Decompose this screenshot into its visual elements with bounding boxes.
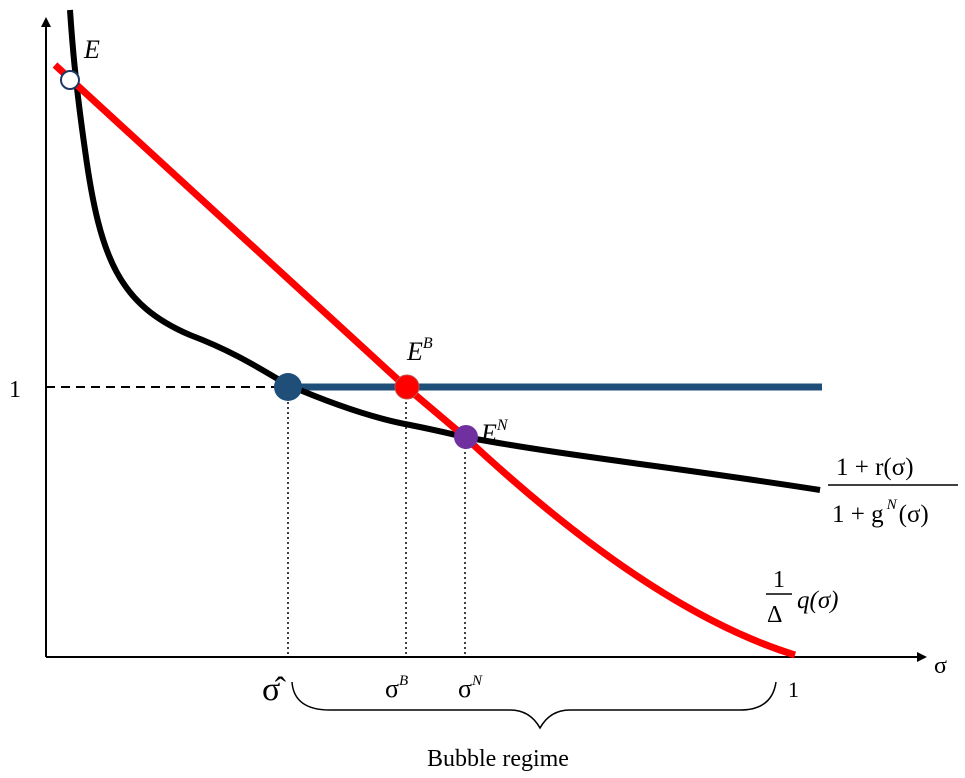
q-frac-den: Δ [767,602,782,628]
ratio-numerator: 1 + r(σ) [836,454,914,481]
label-en-main: E [480,419,497,448]
bubble-regime-label: Bubble regime [427,746,569,772]
label-eb-main: E [406,337,423,366]
q-curve [52,62,797,659]
point-en-marker [454,425,478,449]
q-func: q(σ) [797,587,838,614]
bubble-regime-brace [291,681,777,730]
y-tick-one: 1 [9,377,21,403]
ratio-den-post: (σ) [899,501,929,528]
label-en: EN [480,417,509,448]
label-eb: EB [406,335,433,366]
ratio-denominator: 1 + g N(σ) [832,497,929,528]
label-e: E [83,35,100,64]
x-tick-sigma-n-main: σ [458,674,472,703]
x-tick-sigma-b-main: σ [385,674,399,703]
x-tick-sigma-b: σB [385,673,408,703]
label-eb-sup: B [423,335,433,352]
point-eb-marker [394,374,420,400]
point-e-marker [60,70,80,90]
x-tick-sigma-n-sup: N [471,673,483,689]
q-frac-num: 1 [773,567,785,593]
x-tick-sigma-b-sup: B [399,673,408,689]
ratio-den-pre: 1 + g [832,501,884,528]
label-en-sup: N [496,417,509,434]
x-tick-one: 1 [788,677,799,702]
point-sigma-hat-marker [274,373,302,401]
x-tick-sigma-hat: σ̂ [262,671,286,708]
ratio-den-sup: N [886,497,898,513]
x-axis-label: σ [934,653,947,679]
x-tick-sigma-n: σN [458,673,483,703]
